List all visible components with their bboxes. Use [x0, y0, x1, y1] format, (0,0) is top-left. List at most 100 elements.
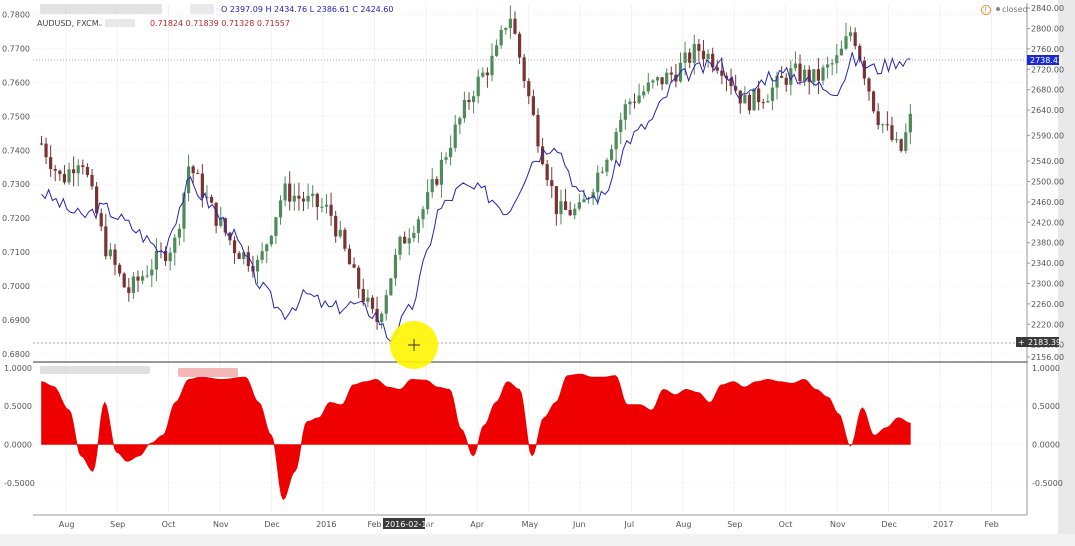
candle-body: [44, 143, 48, 158]
candle-body: [665, 72, 669, 85]
time-axis-label: Feb: [985, 520, 999, 529]
symbol-label[interactable]: AUDUSD, FXCM: [37, 19, 99, 28]
warning-icon[interactable]: [981, 5, 991, 15]
candle-body: [297, 195, 301, 199]
candle-body: [706, 53, 710, 60]
last-price-tag: 2738.42: [1027, 55, 1063, 65]
left-axis-tick: 0.7700: [2, 44, 30, 53]
candle-body: [168, 252, 172, 262]
candle-body: [435, 179, 439, 185]
candle-body: [830, 63, 834, 65]
candle-body: [573, 208, 577, 216]
crosshair-price-tag-glyph: +: [1018, 338, 1025, 347]
market-status: closed: [1002, 5, 1028, 14]
comparison-line: [41, 52, 911, 342]
right-axis-tick: 2720.00: [1031, 65, 1064, 74]
right-price-axis[interactable]: 2840.00 2800.00 2760.00 2720.00 2680.00 2640.…: [1027, 4, 1064, 362]
candle-body: [499, 29, 503, 46]
time-axis-label: Jul: [623, 520, 634, 529]
candle-body: [513, 18, 517, 34]
candle-body: [439, 159, 444, 185]
candle-body: [288, 183, 292, 202]
right-axis-tick: 2590.00: [1031, 132, 1064, 141]
candle-body: [389, 278, 393, 296]
correlation-left-axis[interactable]: 1.0000 0.5000 0.0000 -0.5000: [4, 364, 35, 488]
candle-body: [600, 171, 604, 173]
candle-body: [311, 193, 315, 196]
candle-body: [780, 75, 784, 78]
candle-body: [908, 113, 912, 133]
candle-body: [205, 196, 209, 198]
time-axis-label: Oct: [162, 520, 176, 529]
candle-body: [481, 72, 485, 77]
correlation-right-axis[interactable]: 1.0000 0.5000 0.0000 -0.5000: [1032, 364, 1063, 488]
candle-body: [196, 173, 200, 175]
candle-body: [246, 252, 250, 267]
time-axis-label: Apr: [470, 520, 485, 529]
candle-body: [876, 111, 880, 126]
candle-body: [899, 139, 903, 151]
candle-body: [214, 202, 218, 226]
right-axis-tick: 2680.00: [1031, 86, 1064, 95]
right-axis-tick: 2156.00: [1031, 353, 1064, 362]
candle-body: [798, 63, 802, 82]
symbol-dropdown-icon[interactable]: ⌄: [97, 19, 104, 28]
time-axis[interactable]: Aug Sep Oct Nov Dec 2016 Feb Mar Apr May Jun Jul Aug…: [59, 520, 999, 529]
candle-body: [476, 76, 480, 97]
candle-body: [393, 254, 398, 279]
candle-body: [655, 77, 660, 81]
correlation-pane[interactable]: [33, 366, 1027, 501]
candle-body: [734, 86, 738, 91]
right-axis-tick: 2380.00: [1031, 239, 1064, 248]
candle-body: [370, 297, 375, 309]
right-axis-tick: 2420.00: [1031, 218, 1064, 227]
candle-body: [485, 72, 489, 76]
candle-body: [642, 91, 646, 96]
candle-body: [403, 236, 407, 244]
candle-body: [508, 18, 512, 29]
comparison-ohlc: O 2397.09 H 2434.76 L 2386.61 C 2424.60: [221, 5, 393, 14]
time-axis-label: Sep: [727, 520, 742, 529]
candle-body: [357, 267, 361, 289]
time-axis-label: Nov: [213, 520, 229, 529]
candle-body: [398, 236, 402, 255]
candle-body: [219, 218, 223, 226]
candle-body: [177, 228, 181, 238]
title-blur: [40, 4, 162, 14]
left-price-axis[interactable]: 0.7800 0.7700 0.7600 0.7500 0.7400 0.7300 0.72…: [2, 11, 30, 359]
candle-body: [894, 139, 899, 141]
right-axis-tick: 2640.00: [1031, 106, 1064, 115]
candle-body: [131, 276, 135, 293]
candle-body: [113, 249, 117, 265]
candle-body: [118, 264, 122, 274]
main-ohlc: 0.71824 0.71839 0.71328 0.71557: [150, 19, 290, 28]
candle-body: [531, 96, 535, 115]
candle-body: [623, 104, 627, 120]
candle-body: [462, 99, 467, 119]
correlation-left-tick: -0.5000: [4, 479, 35, 488]
candle-body: [283, 183, 287, 201]
price-pane[interactable]: [33, 3, 1027, 512]
candle-body: [853, 32, 857, 46]
candle-body: [209, 196, 214, 203]
candle-body: [614, 131, 618, 150]
candle-body: [563, 201, 568, 210]
candle-body: [692, 44, 696, 63]
correlation-left-tick: 0.0000: [4, 441, 32, 450]
candle-body: [329, 204, 333, 216]
candle-body: [472, 96, 476, 103]
candle-body: [343, 229, 347, 249]
candle-body: [453, 124, 457, 148]
window-shadow-bottom: [0, 534, 1075, 546]
candle-body: [504, 28, 508, 30]
symbol-controls[interactable]: [105, 19, 135, 27]
time-axis-label: Sep: [110, 520, 125, 529]
candle-body: [789, 68, 793, 85]
candle-body: [554, 186, 558, 215]
candle-body: [173, 237, 177, 253]
candle-body: [867, 78, 871, 92]
candle-body: [228, 232, 232, 241]
last-price-tag-label: 2738.42: [1030, 56, 1063, 65]
candle-body: [651, 80, 655, 83]
candle-body: [99, 213, 103, 227]
